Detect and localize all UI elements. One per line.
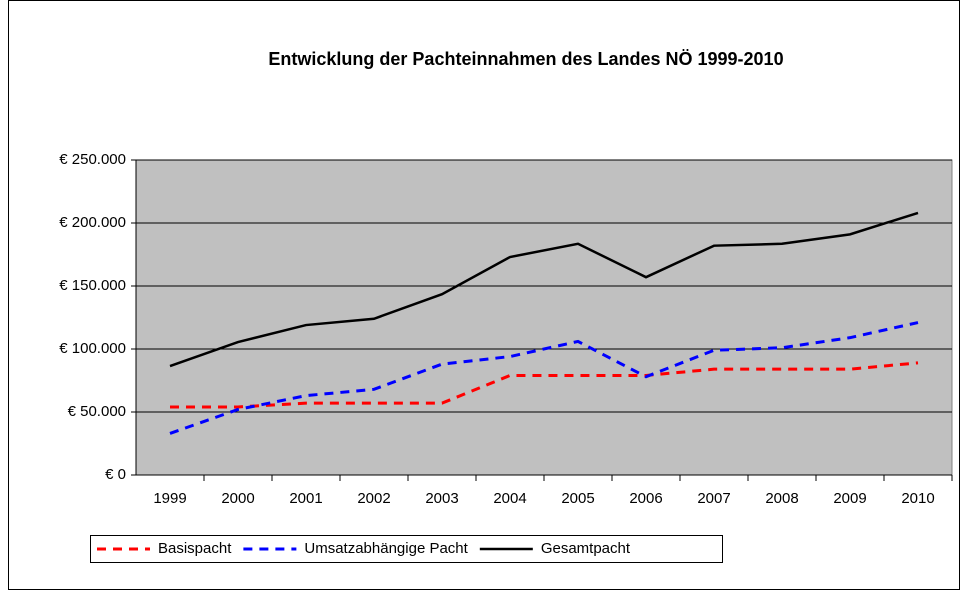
legend-label: Basispacht [158, 540, 232, 557]
legend-box [90, 535, 723, 563]
x-tick-label: 2008 [765, 490, 798, 507]
y-tick-label: € 150.000 [59, 277, 126, 294]
series-line [169, 321, 919, 435]
x-tick-label: 2009 [833, 490, 866, 507]
y-tick-label: € 200.000 [59, 214, 126, 231]
x-tick-label: 2004 [493, 490, 526, 507]
plot-area [135, 159, 953, 476]
y-tick-label: € 250.000 [59, 151, 126, 168]
x-tick-label: 2003 [425, 490, 458, 507]
x-tick-label: 2002 [357, 490, 390, 507]
x-tick-label: 2005 [561, 490, 594, 507]
x-tick-label: 2010 [901, 490, 934, 507]
legend-label: Gesamtpacht [541, 540, 631, 557]
x-tick-label: 2001 [289, 490, 322, 507]
y-tick-label: € 50.000 [68, 403, 126, 420]
x-tick-label: 2000 [221, 490, 254, 507]
chart-title: Entwicklung der Pachteinnahmen des Lande… [268, 49, 783, 69]
y-tick-label: € 0 [105, 466, 126, 483]
series-line [170, 361, 919, 409]
x-tick-label: 1999 [153, 490, 186, 507]
legend-label: Umsatzabhängige Pacht [304, 540, 468, 557]
x-tick-label: 2006 [629, 490, 662, 507]
y-tick-label: € 100.000 [59, 340, 126, 357]
x-tick-label: 2007 [697, 490, 730, 507]
series-line [169, 211, 919, 368]
